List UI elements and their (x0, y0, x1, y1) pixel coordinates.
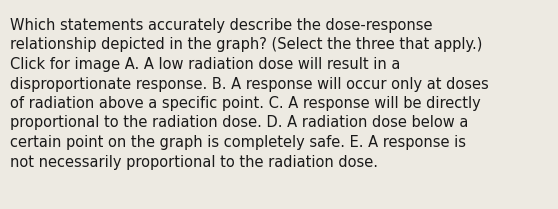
Text: disproportionate response. B. A response will occur only at doses: disproportionate response. B. A response… (10, 76, 489, 92)
Text: certain point on the graph is completely safe. E. A response is: certain point on the graph is completely… (10, 135, 466, 150)
Text: Click for image A. A low radiation dose will result in a: Click for image A. A low radiation dose … (10, 57, 401, 72)
Text: Which statements accurately describe the dose-response: Which statements accurately describe the… (10, 18, 432, 33)
Text: of radiation above a specific point. C. A response will be directly: of radiation above a specific point. C. … (10, 96, 481, 111)
Text: proportional to the radiation dose. D. A radiation dose below a: proportional to the radiation dose. D. A… (10, 116, 468, 130)
Text: relationship depicted in the graph? (Select the three that apply.): relationship depicted in the graph? (Sel… (10, 37, 482, 52)
Text: not necessarily proportional to the radiation dose.: not necessarily proportional to the radi… (10, 154, 378, 169)
